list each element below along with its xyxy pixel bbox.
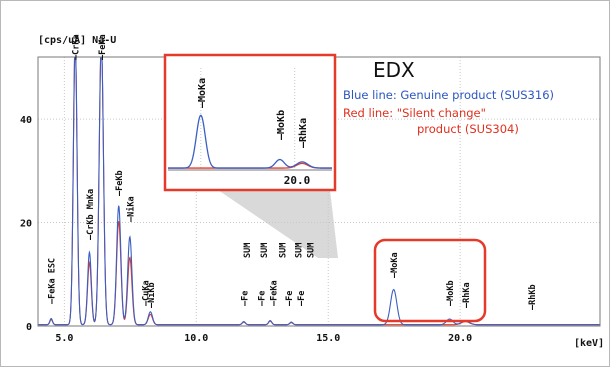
peak-label: —NiKb (146, 282, 157, 308)
legend-red-line: Red line: "Silent change" (343, 106, 486, 120)
legend-red-line-continued: product (SUS304) (417, 122, 519, 136)
peak-label: —CuKa (141, 280, 151, 306)
x-tick-label: 15.0 (316, 333, 340, 344)
peak-label: —MoKb (446, 280, 456, 306)
series-layer (38, 56, 600, 326)
inset-peak-label: —MoKb (276, 110, 287, 140)
inset-peak-label: —MoKa (197, 78, 208, 108)
y-tick-label: 20 (20, 219, 32, 230)
peak-label: —CrKa (72, 34, 82, 60)
series-line-sus316 (38, 56, 600, 326)
peak-label: —MoKa (390, 252, 400, 278)
inset-zoom: —MoKa —MoKb —RhKa 20.0 (163, 53, 337, 192)
zoom-funnel (218, 190, 338, 258)
peak-label: SUM (279, 243, 289, 258)
peak-label: SUM (294, 243, 304, 258)
peak-label: —FeKa ESC (48, 258, 58, 304)
peak-label: —Fe (240, 291, 250, 306)
y-tick-label: 40 (20, 115, 32, 126)
peak-label: —FeKb (115, 170, 125, 196)
inset-series (168, 114, 332, 169)
peak-label: SUM (243, 243, 253, 258)
peak-label: SUM (260, 243, 270, 258)
inset-series-line (168, 114, 332, 169)
peak-label: —Fe (285, 291, 295, 306)
moka-highlight-box (373, 238, 487, 323)
inset-grid (168, 68, 332, 171)
y-tick-label: 0 (26, 322, 32, 333)
peak-label: —RhKa (462, 282, 472, 308)
inset-tick-label: 20.0 (284, 174, 311, 187)
x-tick-label: 20.0 (448, 333, 472, 344)
peak-label: —RhKb (528, 284, 538, 310)
x-tick-label: 10.0 (184, 333, 208, 344)
legend-heading: EDX (373, 58, 415, 82)
inset-peak-label: —RhKa (298, 118, 309, 148)
y-axis-title: [cps/uA] Na-U (38, 35, 116, 46)
inset-labels: —MoKa —MoKb —RhKa (197, 78, 309, 148)
peak-label-layer: —FeKa ESC —CrKa —CrKb MnKa —FeKa —FeKb—NiKa —… (48, 34, 538, 310)
peak-label: SUM (306, 243, 316, 258)
legend-blue-line: Blue line: Genuine product (SUS316) (343, 88, 554, 102)
peak-label: —FeKa (98, 34, 108, 60)
peak-label: —NiKa (125, 196, 136, 222)
peak-label: —CrKb MnKa (86, 189, 96, 240)
grid-layer (38, 57, 600, 326)
x-tick-label: 5.0 (55, 333, 73, 344)
peak-label: —FeKa (269, 280, 279, 306)
peak-label: —Fe (257, 291, 267, 306)
peak-label: —Fe (297, 291, 307, 306)
x-axis-title: [keV] (574, 338, 604, 349)
